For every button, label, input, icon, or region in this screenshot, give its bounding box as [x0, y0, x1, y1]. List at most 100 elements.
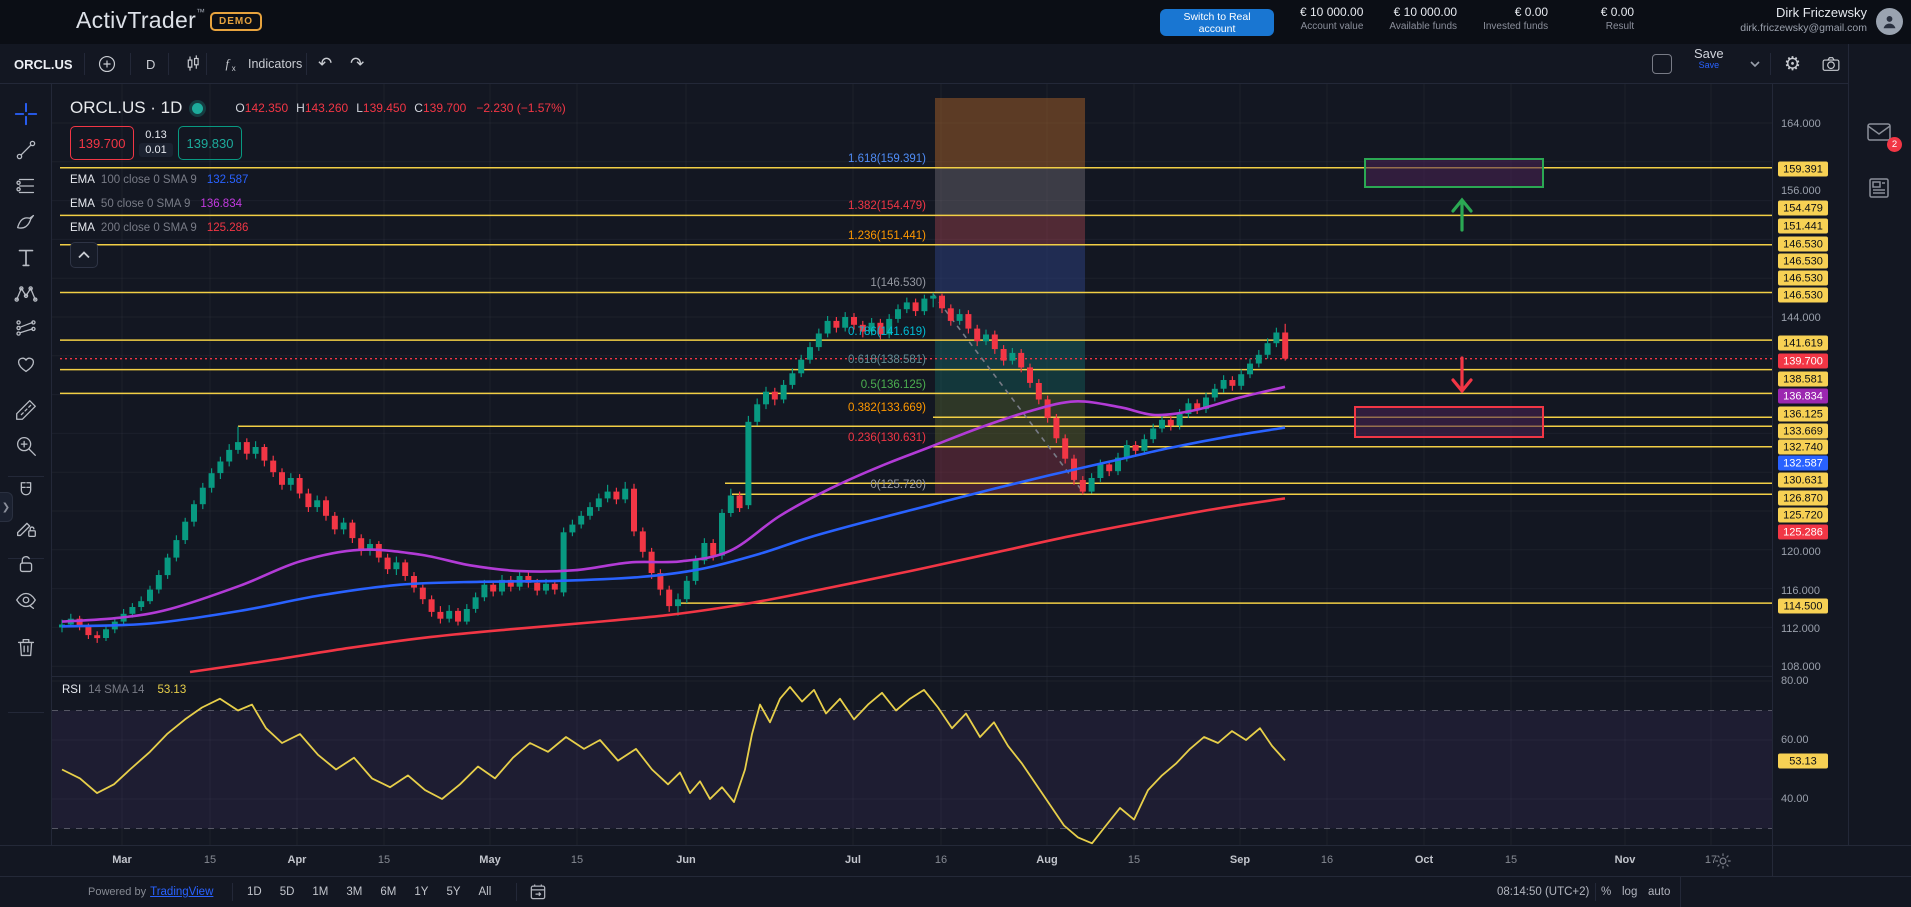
mail-icon[interactable]: 2	[1865, 118, 1902, 152]
forecast-icon[interactable]	[10, 312, 42, 344]
sell-button[interactable]: 139.700	[70, 126, 134, 160]
switch-to-real-button[interactable]: Switch to Real account	[1160, 9, 1274, 36]
price-label-125.720: 125.720	[1778, 507, 1828, 523]
avatar[interactable]	[1876, 8, 1903, 35]
bottom-toolbar: Powered by TradingView 1D 5D 1M 3M 6M 1Y 5Y All…	[0, 876, 1911, 907]
time-label-Jul: Jul	[845, 854, 861, 866]
draw-lock-icon[interactable]	[10, 512, 42, 544]
undo-icon[interactable]: ↶	[318, 54, 333, 73]
save-menu-chevron[interactable]	[1748, 44, 1762, 84]
tradingview-link[interactable]: TradingView	[150, 886, 214, 898]
auto-scale-button[interactable]: auto	[1648, 886, 1671, 898]
price-label-132.587: 132.587	[1778, 455, 1828, 471]
range-button-5y[interactable]: 5Y	[446, 886, 461, 898]
drawing-tools-rail	[0, 84, 52, 845]
candles-icon	[187, 55, 199, 71]
news-icon[interactable]	[1865, 174, 1895, 204]
price-axis[interactable]: 164.000 159.391 156.000 154.479 151.441 146.5…	[1772, 84, 1848, 845]
range-button-3m[interactable]: 3M	[346, 886, 363, 898]
price-label-114.500: 114.500	[1778, 598, 1828, 614]
brush-icon[interactable]	[10, 206, 42, 238]
redo-icon[interactable]: ↷	[350, 54, 365, 73]
price-label-130.631: 130.631	[1778, 472, 1828, 488]
xabcd-pattern-icon[interactable]	[10, 278, 42, 310]
rail-divider	[8, 558, 44, 559]
range-button-6m[interactable]: 6M	[380, 886, 397, 898]
text-tool-icon[interactable]	[10, 242, 42, 274]
ema-legend-row: EMA 100 close 0 SMA 9 132.587	[70, 174, 249, 186]
range-button-5d[interactable]: 5D	[279, 886, 295, 898]
chart-style-button[interactable]	[182, 44, 204, 84]
chevron-down-icon	[1750, 61, 1760, 68]
svg-text:x: x	[232, 64, 236, 73]
symbol-name[interactable]: ORCL.US	[14, 56, 73, 72]
ruler-icon[interactable]	[10, 394, 42, 426]
fib-level-label: 1(146.530)	[870, 277, 926, 289]
compare-add-button[interactable]	[96, 44, 118, 84]
price-label-146.530: 146.530	[1778, 287, 1828, 303]
hide-all-icon[interactable]	[10, 584, 42, 616]
price-label-120.000: 120.000	[1781, 546, 1821, 558]
price-label-139.700: 139.700	[1778, 353, 1828, 369]
camera-icon	[1822, 57, 1840, 71]
price-label-138.581: 138.581	[1778, 371, 1828, 387]
chevron-up-icon	[78, 251, 90, 259]
go-to-date-button[interactable]	[528, 877, 548, 907]
buy-button[interactable]: 139.830	[178, 126, 242, 160]
price-label-108.000: 108.000	[1781, 661, 1821, 673]
time-label-Apr: Apr	[287, 854, 307, 866]
right-sidebar: 2	[1848, 44, 1911, 907]
range-button-1m[interactable]: 1M	[312, 886, 329, 898]
crosshair-icon[interactable]	[10, 98, 42, 130]
price-label-133.669: 133.669	[1778, 423, 1828, 439]
ema-legend-row: EMA 50 close 0 SMA 9 136.834	[70, 198, 242, 210]
fib-level-label: 0.236(130.631)	[847, 432, 926, 444]
spread-info: 0.13 0.01	[134, 129, 178, 157]
time-axis[interactable]: Mar 15 Apr 15 May 15 Jun Jul 16 Aug 15 Sep 16 Oct 15 No…	[0, 845, 1911, 877]
fib-level-label: 0(125.720)	[870, 479, 926, 491]
layout-select-button[interactable]	[1652, 54, 1672, 74]
chart-settings-button[interactable]: ⚙	[1784, 53, 1802, 75]
rsi-params: 14 SMA 14	[88, 684, 145, 696]
change-value: −2.230 (−1.57%)	[476, 101, 566, 115]
time-label-Mar: Mar	[112, 854, 132, 866]
log-scale-button[interactable]: log	[1622, 886, 1638, 898]
range-button-1y[interactable]: 1Y	[414, 886, 429, 898]
svg-text:f: f	[226, 57, 231, 71]
person-icon	[1883, 16, 1896, 29]
stat-value: € 10 000.00	[1393, 5, 1458, 19]
price-label-156.000: 156.000	[1781, 185, 1821, 197]
interval-button[interactable]: D	[146, 56, 156, 72]
price-label-125.286: 125.286	[1778, 524, 1828, 540]
price-label-132.740: 132.740	[1778, 439, 1828, 455]
lock-all-icon[interactable]	[10, 548, 42, 580]
stat-label: Account value	[1300, 21, 1364, 32]
zoom-in-icon[interactable]	[10, 430, 42, 462]
watchlist-expander[interactable]: ❯	[0, 492, 13, 522]
price-label-164.000: 164.000	[1781, 118, 1821, 130]
time-label-Aug: Aug	[1036, 854, 1058, 866]
trash-icon[interactable]	[10, 632, 42, 664]
fib-retracement-icon[interactable]	[10, 170, 42, 202]
magnet-icon[interactable]	[10, 476, 42, 508]
display-settings-icon[interactable]	[1714, 852, 1732, 870]
snapshot-button[interactable]	[1820, 44, 1842, 84]
trend-line-icon[interactable]	[10, 134, 42, 166]
ohlc-item: C139.700	[414, 101, 467, 115]
account-stat: € 10 000.00 Account value	[1300, 5, 1363, 32]
pane-separator[interactable]	[52, 676, 1772, 677]
spread-value: 0.13	[145, 129, 167, 141]
price-label-60.00: 60.00	[1781, 734, 1809, 746]
indicator-legend: EMA 100 close 0 SMA 9 132.587 EMA 50 close 0…	[70, 168, 566, 240]
collapse-legend-button[interactable]	[70, 242, 98, 268]
percent-scale-button[interactable]: %	[1601, 886, 1612, 898]
save-button[interactable]: Save Save	[1694, 46, 1724, 70]
range-button-1d[interactable]: 1D	[247, 886, 262, 898]
clock: 08:14:50 (UTC+2)	[1497, 886, 1590, 898]
emoji-icon[interactable]	[10, 348, 42, 380]
price-label-154.479: 154.479	[1778, 200, 1828, 216]
range-button-all[interactable]: All	[478, 886, 492, 898]
